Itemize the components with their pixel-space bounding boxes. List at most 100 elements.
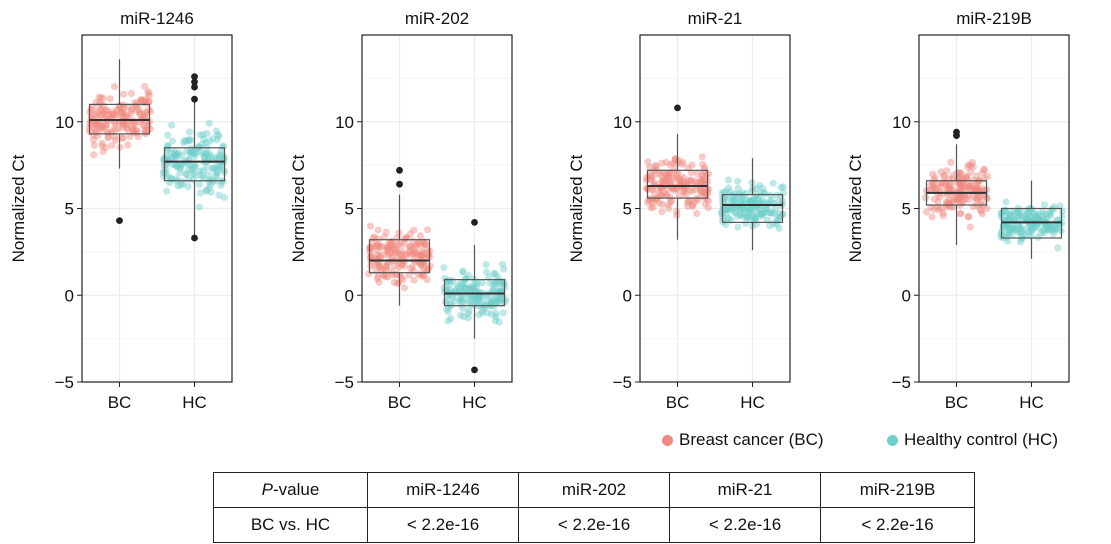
data-point-bc <box>940 172 948 180</box>
data-point-hc <box>192 163 200 171</box>
data-point-bc <box>698 177 706 185</box>
table-header-col: miR-21 <box>669 472 821 508</box>
data-point-hc <box>458 298 466 306</box>
data-point-bc <box>644 158 652 166</box>
legend-item-bc: Breast cancer (BC) <box>662 428 824 452</box>
data-point-hc <box>740 210 748 218</box>
table-header-pvalue: P-value <box>213 472 368 508</box>
data-point-bc <box>110 110 118 118</box>
data-point-hc <box>207 181 215 189</box>
data-point-hc <box>207 188 215 196</box>
data-point-bc <box>969 203 978 211</box>
data-point-hc <box>763 205 771 213</box>
data-point-bc <box>945 183 953 191</box>
data-point-hc <box>198 172 207 180</box>
data-point-hc <box>728 197 736 205</box>
data-point-hc <box>775 224 783 232</box>
data-point-bc <box>406 243 414 251</box>
data-point-bc <box>102 106 110 114</box>
data-point-hc <box>757 210 765 218</box>
data-point-bc <box>146 108 154 116</box>
data-point-bc <box>139 121 147 129</box>
data-point-bc <box>420 249 428 257</box>
y-tick-label: 10 <box>613 113 632 132</box>
data-point-bc <box>660 169 668 177</box>
y-tick-label: −5 <box>892 373 911 392</box>
data-point-hc <box>760 189 768 197</box>
data-point-bc <box>411 249 419 257</box>
legend-hc-label: Healthy control (HC) <box>904 430 1058 449</box>
data-point-hc <box>164 173 172 181</box>
data-point-hc <box>209 178 217 186</box>
data-point-hc <box>196 167 204 175</box>
data-point-bc <box>670 186 678 194</box>
data-point-hc <box>771 205 780 213</box>
y-tick-label: 5 <box>902 200 911 219</box>
data-point-hc <box>727 197 736 205</box>
data-point-bc <box>92 126 100 134</box>
data-point-bc <box>139 96 147 104</box>
data-point-bc <box>662 158 671 167</box>
data-point-hc <box>172 153 180 161</box>
data-point-bc <box>390 278 398 287</box>
data-point-hc <box>1024 210 1032 218</box>
data-point-bc <box>960 178 968 186</box>
data-point-bc <box>418 247 426 255</box>
data-point-bc <box>103 111 111 119</box>
data-point-hc <box>215 191 223 199</box>
data-point-hc <box>1040 229 1048 237</box>
data-point-hc <box>1005 229 1014 237</box>
data-point-hc <box>1049 230 1058 238</box>
data-point-bc <box>369 238 377 246</box>
data-point-bc <box>684 202 692 210</box>
data-point-hc <box>440 264 448 272</box>
data-point-hc <box>1045 224 1053 232</box>
data-point-hc <box>168 149 176 157</box>
data-point-bc <box>408 244 417 252</box>
y-tick-label: 5 <box>65 200 74 219</box>
data-point-bc <box>949 195 957 203</box>
data-point-bc <box>962 172 971 181</box>
data-point-hc <box>762 205 770 213</box>
data-point-hc <box>1047 211 1055 219</box>
data-point-bc <box>135 109 144 117</box>
data-point-bc <box>697 178 706 186</box>
y-tick-label: 10 <box>335 113 354 132</box>
data-point-hc <box>206 176 214 184</box>
data-point-bc <box>958 183 966 191</box>
data-point-bc <box>672 185 681 193</box>
data-point-bc <box>962 194 970 203</box>
data-point-hc <box>760 205 768 213</box>
data-point-bc <box>390 262 399 270</box>
data-point-bc <box>366 245 374 253</box>
data-point-hc <box>164 131 172 139</box>
data-point-bc <box>688 202 697 211</box>
data-point-bc <box>383 246 391 254</box>
data-point-bc <box>379 271 388 279</box>
data-point-bc <box>976 200 985 208</box>
data-point-bc <box>928 213 936 221</box>
data-point-hc <box>750 194 758 203</box>
data-point-hc <box>740 205 748 213</box>
data-point-bc <box>394 241 402 249</box>
data-point-bc <box>688 176 696 184</box>
data-point-bc <box>699 160 707 169</box>
data-point-hc <box>202 187 210 195</box>
panel-title: miR-219B <box>956 9 1032 28</box>
data-point-bc <box>932 185 941 193</box>
data-point-hc <box>215 154 223 162</box>
data-point-hc <box>456 285 464 293</box>
data-point-bc <box>946 181 954 190</box>
data-point-bc <box>949 171 957 179</box>
data-point-hc <box>206 150 214 158</box>
outlier-point <box>396 166 403 174</box>
data-point-bc <box>412 248 420 256</box>
data-point-hc <box>187 136 195 144</box>
data-point-bc <box>656 170 664 178</box>
data-point-bc <box>643 174 651 182</box>
data-point-bc <box>407 265 415 273</box>
data-point-hc <box>492 298 500 307</box>
data-point-hc <box>724 176 733 184</box>
data-point-bc <box>700 175 708 184</box>
data-point-hc <box>495 318 503 326</box>
